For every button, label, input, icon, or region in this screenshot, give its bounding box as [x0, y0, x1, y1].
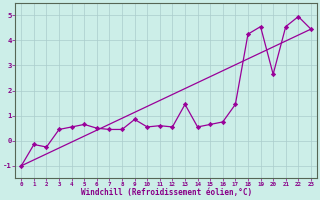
- X-axis label: Windchill (Refroidissement éolien,°C): Windchill (Refroidissement éolien,°C): [81, 188, 252, 197]
